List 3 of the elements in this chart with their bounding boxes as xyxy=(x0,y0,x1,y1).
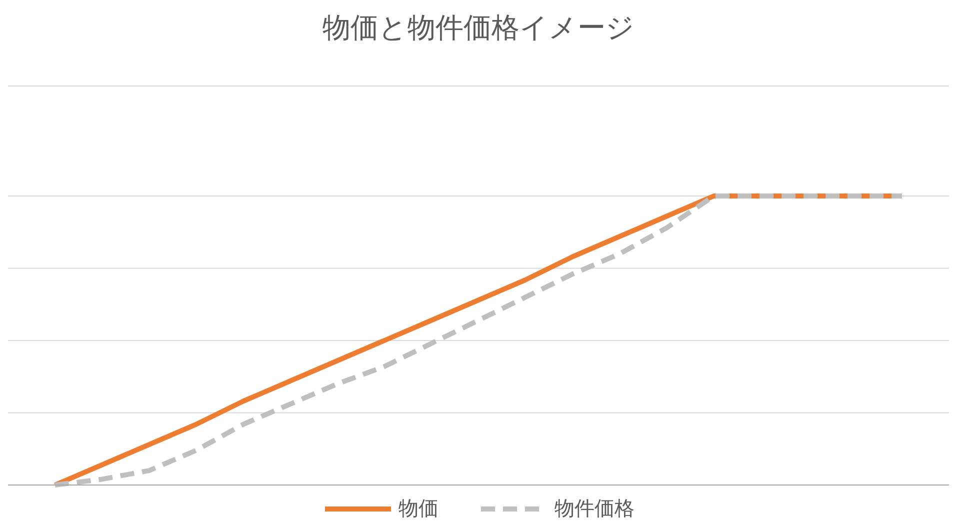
chart-title: 物価と物件価格イメージ xyxy=(322,10,636,46)
legend-label: 物価 xyxy=(398,495,438,522)
legend-label: 物件価格 xyxy=(554,495,634,522)
